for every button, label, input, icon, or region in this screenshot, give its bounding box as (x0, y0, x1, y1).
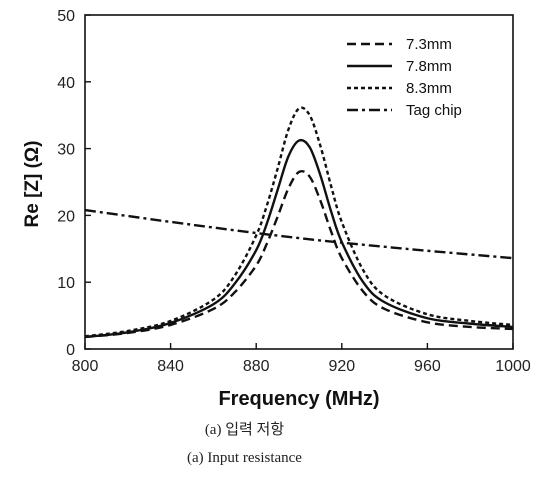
y-tick-label: 10 (57, 275, 75, 292)
series-line-7-3mm (84, 169, 514, 339)
y-axis-ticks: 0 10 20 30 40 50 (57, 8, 91, 359)
y-tick-label: 20 (57, 208, 75, 225)
plot-area (84, 14, 514, 350)
y-axis-title: Re [Z] (Ω) (22, 141, 43, 228)
y-tick-label: 30 (57, 142, 75, 159)
x-axis-ticks: 800 840 880 920 960 1000 (72, 343, 531, 375)
x-tick-label: 960 (414, 358, 441, 375)
input-resistance-chart: 800 840 880 920 960 1000 0 10 20 30 40 50 Frequenc… (22, 8, 531, 410)
legend-label-7-3mm: 7.3mm (406, 36, 452, 53)
y-tick-label: 0 (66, 342, 75, 359)
series-line-7-8mm (84, 138, 514, 339)
x-tick-label: 800 (72, 358, 99, 375)
y-tick-label: 40 (57, 75, 75, 92)
x-axis-title: Frequency (MHz) (218, 388, 379, 410)
x-tick-label: 1000 (495, 358, 531, 375)
y-tick-label: 50 (57, 8, 75, 25)
plot-frame (84, 14, 514, 350)
series-line-tag-chip (84, 208, 514, 260)
series-line-8-3mm (84, 106, 514, 338)
x-tick-label: 880 (243, 358, 270, 375)
x-tick-label: 920 (328, 358, 355, 375)
legend-label-8-3mm: 8.3mm (406, 80, 452, 97)
caption-korean: (a) 입력 저항 (204, 422, 285, 438)
legend-label-7-8mm: 7.8mm (406, 58, 452, 75)
legend: 7.3mm 7.8mm 8.3mm Tag chip (347, 36, 462, 119)
legend-label-tag-chip: Tag chip (406, 102, 462, 119)
x-tick-label: 840 (157, 358, 184, 375)
caption-english: (a) Input resistance (187, 450, 302, 466)
